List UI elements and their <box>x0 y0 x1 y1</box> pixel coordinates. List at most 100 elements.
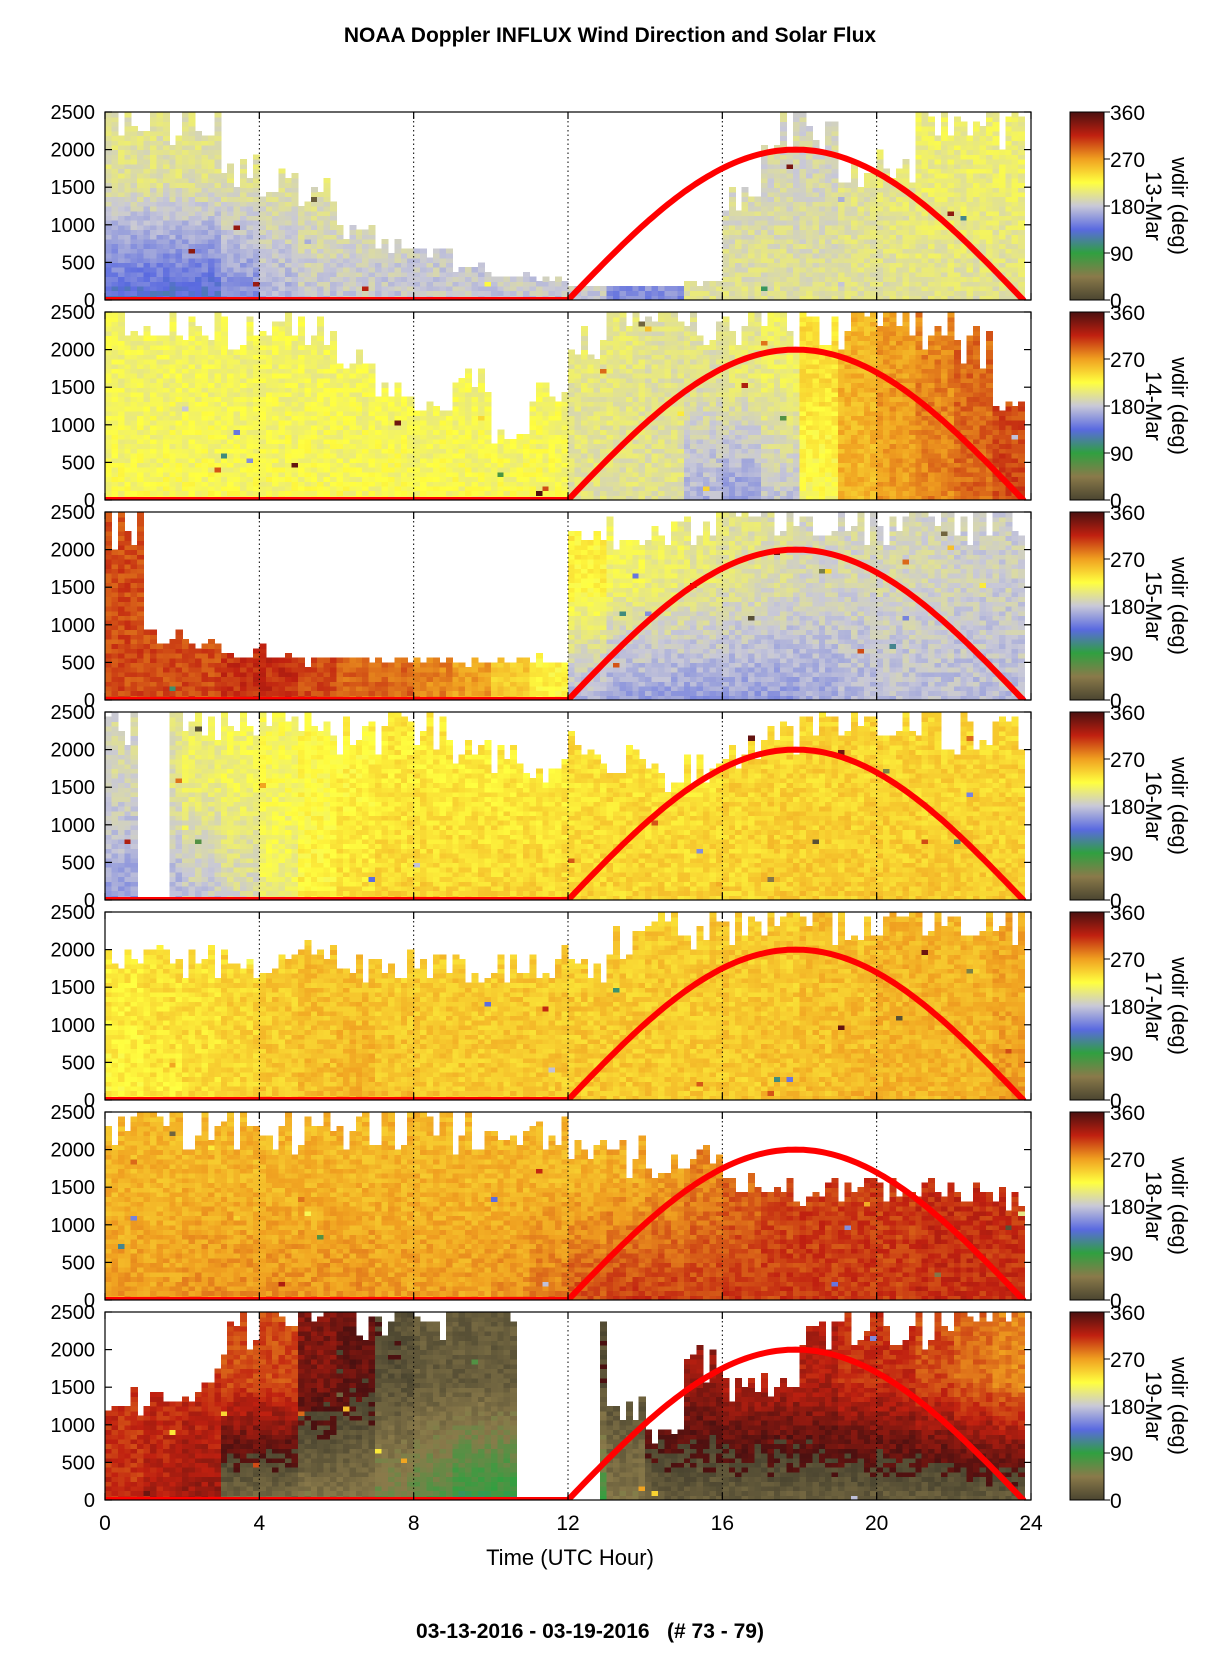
heatmap-cell <box>304 271 312 278</box>
heatmap-cell <box>895 243 903 249</box>
heatmap-cell <box>227 271 235 278</box>
heatmap-cell <box>330 429 338 435</box>
heatmap-cell <box>156 248 164 254</box>
heatmap-cell <box>227 349 235 355</box>
heatmap-cell <box>214 406 222 412</box>
heatmap-cell <box>793 168 801 174</box>
heatmap-cell <box>105 377 113 384</box>
heatmap-cell <box>902 281 910 287</box>
heatmap-cell <box>227 354 235 360</box>
heatmap-cell <box>973 220 981 226</box>
heatmap-cell <box>477 382 485 388</box>
heatmap-cell <box>162 112 170 118</box>
heatmap-cell <box>227 201 235 207</box>
heatmap-cell <box>992 215 1000 221</box>
heatmap-cell <box>985 149 994 155</box>
heatmap-cell <box>362 490 370 496</box>
heatmap-cell <box>940 243 948 249</box>
heatmap-cell <box>330 457 338 463</box>
heatmap-cell <box>812 253 820 259</box>
heatmap-cell <box>992 210 1000 216</box>
heatmap-cell <box>336 276 344 282</box>
heatmap-cell <box>362 467 370 473</box>
heatmap-cell <box>465 406 473 412</box>
heatmap-cell <box>375 462 383 468</box>
heatmap-cell <box>291 387 299 393</box>
heatmap-cell <box>773 234 781 240</box>
heatmap-cell <box>1005 182 1013 188</box>
heatmap-cell <box>162 159 170 165</box>
heatmap-cell <box>400 471 408 478</box>
heatmap-cell <box>786 271 794 278</box>
heatmap-cell <box>940 229 948 235</box>
heatmap-cell <box>207 377 215 384</box>
heatmap-cell <box>214 344 222 351</box>
heatmap-cell <box>175 163 183 169</box>
heatmap-cell <box>162 229 170 235</box>
heatmap-cell <box>124 220 132 226</box>
heatmap-cell <box>883 210 891 216</box>
heatmap-cell <box>278 424 286 431</box>
heatmap-cell <box>195 220 203 226</box>
heatmap-cell <box>966 140 974 146</box>
heatmap-cell <box>940 130 948 137</box>
heatmap-cell <box>317 467 325 473</box>
heatmap-cell <box>291 243 299 249</box>
heatmap-cell <box>362 485 370 492</box>
heatmap-cell <box>960 201 968 207</box>
heatmap-cell <box>182 387 190 393</box>
heatmap-cell <box>297 330 305 337</box>
heatmap-cell <box>162 453 170 459</box>
heatmap-cell <box>973 168 981 174</box>
heatmap-cell <box>940 191 948 198</box>
heatmap-cell <box>953 121 961 127</box>
heatmap-cell <box>793 154 801 160</box>
heatmap-cell <box>362 243 370 249</box>
heatmap-cell <box>233 349 241 355</box>
heatmap-cell <box>130 434 138 440</box>
heatmap-cell <box>137 368 145 374</box>
heatmap-cell <box>413 429 421 435</box>
heatmap-cell <box>252 335 260 341</box>
heatmap-cell <box>111 349 119 355</box>
heatmap-cell <box>105 290 113 296</box>
heatmap-cell <box>465 462 473 468</box>
heatmap-cell <box>458 415 466 421</box>
heatmap-cell <box>227 262 235 268</box>
heatmap-cell <box>1005 116 1013 122</box>
heatmap-cell <box>921 191 929 198</box>
heatmap-cell <box>375 481 383 487</box>
heatmap-cell <box>259 471 267 478</box>
heatmap-cell <box>831 276 839 282</box>
heatmap-cell <box>870 295 878 300</box>
heatmap-cell <box>767 173 775 179</box>
heatmap-cell <box>934 243 942 249</box>
heatmap-cell <box>342 485 350 492</box>
heatmap-cell <box>786 210 794 216</box>
heatmap-cell <box>195 434 203 440</box>
heatmap-cell <box>220 253 228 259</box>
heatmap-cell <box>188 116 196 122</box>
heatmap-cell <box>362 387 370 393</box>
heatmap-cell <box>812 262 820 268</box>
heatmap-cell <box>368 391 376 398</box>
heatmap-cell <box>259 387 267 393</box>
heatmap-cell <box>825 295 833 300</box>
heatmap-cell <box>252 281 260 287</box>
heatmap-cell <box>278 191 286 198</box>
heatmap-cell <box>850 206 858 212</box>
heatmap-cell <box>137 453 145 459</box>
heatmap-cell <box>413 457 421 463</box>
heatmap-cell <box>156 434 164 440</box>
heatmap-cell <box>207 471 215 478</box>
heatmap-cell <box>201 349 209 355</box>
heatmap-cell <box>117 434 125 440</box>
y-tick-label: 1500 <box>51 177 96 199</box>
heatmap-cell <box>735 295 743 300</box>
heatmap-cell <box>985 159 994 165</box>
heatmap-cell <box>895 191 903 198</box>
heatmap-cell <box>632 290 640 296</box>
heatmap-cell <box>381 276 389 282</box>
heatmap-cell <box>735 281 743 287</box>
heatmap-cell <box>162 485 170 492</box>
